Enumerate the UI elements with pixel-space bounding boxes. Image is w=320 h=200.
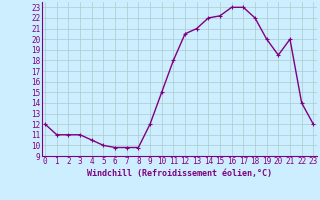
X-axis label: Windchill (Refroidissement éolien,°C): Windchill (Refroidissement éolien,°C) bbox=[87, 169, 272, 178]
